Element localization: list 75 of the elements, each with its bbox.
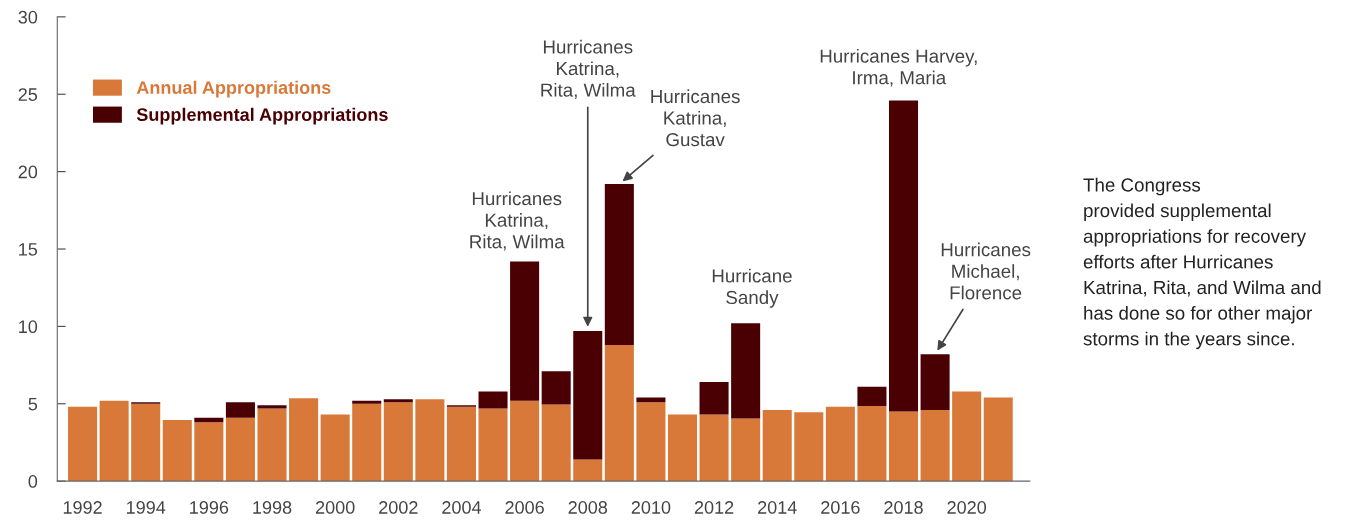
bar bbox=[731, 323, 761, 419]
bar bbox=[888, 411, 919, 482]
bar bbox=[888, 100, 919, 412]
x-tick-label: 2000 bbox=[315, 501, 355, 514]
annotation: Hurricanes Michael, Florence bbox=[941, 242, 1031, 300]
bar bbox=[541, 404, 571, 482]
bar bbox=[604, 184, 634, 345]
bar bbox=[920, 354, 950, 410]
bar bbox=[794, 412, 824, 482]
bar bbox=[131, 403, 161, 482]
x-tick-label: 2002 bbox=[379, 501, 418, 514]
annotation: Hurricanes Harvey, Irma, Maria bbox=[820, 49, 977, 87]
bar bbox=[225, 417, 255, 482]
annotation: Hurricane Sandy bbox=[712, 268, 792, 308]
bar bbox=[415, 399, 445, 482]
x-tick-label: 2012 bbox=[694, 501, 734, 514]
x-tick-label: 2016 bbox=[821, 501, 860, 514]
bar bbox=[636, 402, 666, 482]
bar bbox=[825, 406, 855, 482]
bar bbox=[573, 459, 603, 482]
legend-label: Supplemental Appropriations bbox=[136, 107, 388, 125]
y-tick-label: 25 bbox=[18, 88, 38, 101]
bar bbox=[510, 400, 540, 482]
bar bbox=[952, 391, 982, 482]
bar bbox=[983, 397, 1013, 482]
x-tick-label: 1998 bbox=[253, 501, 292, 514]
x-tick-label: 2010 bbox=[631, 501, 671, 514]
x-tick-label: 1996 bbox=[190, 501, 229, 514]
bar bbox=[257, 405, 287, 409]
bar bbox=[352, 403, 382, 482]
bar bbox=[731, 418, 761, 482]
y-tick-label: 15 bbox=[19, 243, 38, 256]
x-tick-label: 2004 bbox=[442, 501, 482, 514]
bar bbox=[699, 414, 729, 482]
bar bbox=[446, 406, 476, 482]
y-tick-label: 10 bbox=[19, 320, 38, 334]
bar bbox=[762, 409, 792, 482]
x-tick-label: 1994 bbox=[127, 501, 166, 514]
bar bbox=[383, 399, 413, 403]
y-tick-label: 30 bbox=[18, 10, 38, 24]
bar bbox=[352, 400, 382, 404]
legend-label: Annual Appropriations bbox=[136, 80, 331, 98]
bar bbox=[257, 408, 287, 482]
bar bbox=[225, 402, 255, 418]
y-tick-label: 0 bbox=[28, 475, 38, 488]
bar bbox=[667, 414, 698, 482]
annotation: Hurricanes Katrina, Gustav bbox=[651, 89, 740, 147]
bar bbox=[857, 406, 887, 482]
bar bbox=[162, 420, 192, 482]
bar bbox=[699, 382, 729, 415]
bar bbox=[383, 402, 413, 482]
annotation: Hurricanes Katrina, Rita, Wilma bbox=[470, 191, 565, 251]
bar bbox=[573, 331, 603, 460]
x-tick-label: 2006 bbox=[505, 501, 544, 514]
bar bbox=[541, 371, 571, 405]
x-tick-label: 2018 bbox=[884, 501, 923, 514]
text: The Congress provided supplemental appropriations for recovery efforts after Hurricanes Katrina, Rita, and Wilma and has done so for other major storms in the years since. bbox=[1083, 177, 1321, 350]
x-tick-label: 1992 bbox=[63, 501, 102, 514]
bar bbox=[289, 398, 319, 482]
bar bbox=[68, 406, 98, 482]
bar bbox=[194, 422, 224, 482]
bar bbox=[478, 391, 508, 409]
x-tick-label: 2020 bbox=[947, 501, 987, 514]
y-tick-label: 5 bbox=[28, 397, 38, 411]
bar bbox=[99, 400, 129, 482]
x-tick-label: 2014 bbox=[758, 501, 797, 514]
bar bbox=[320, 414, 350, 482]
x-tick-label: 2008 bbox=[568, 501, 608, 514]
bar bbox=[920, 409, 950, 482]
bar bbox=[857, 386, 887, 407]
bar bbox=[510, 261, 540, 401]
annotation: Hurricanes Katrina, Rita, Wilma bbox=[541, 39, 636, 99]
y-tick-label: 20 bbox=[18, 165, 38, 179]
bar bbox=[478, 408, 508, 482]
bar bbox=[604, 344, 634, 482]
